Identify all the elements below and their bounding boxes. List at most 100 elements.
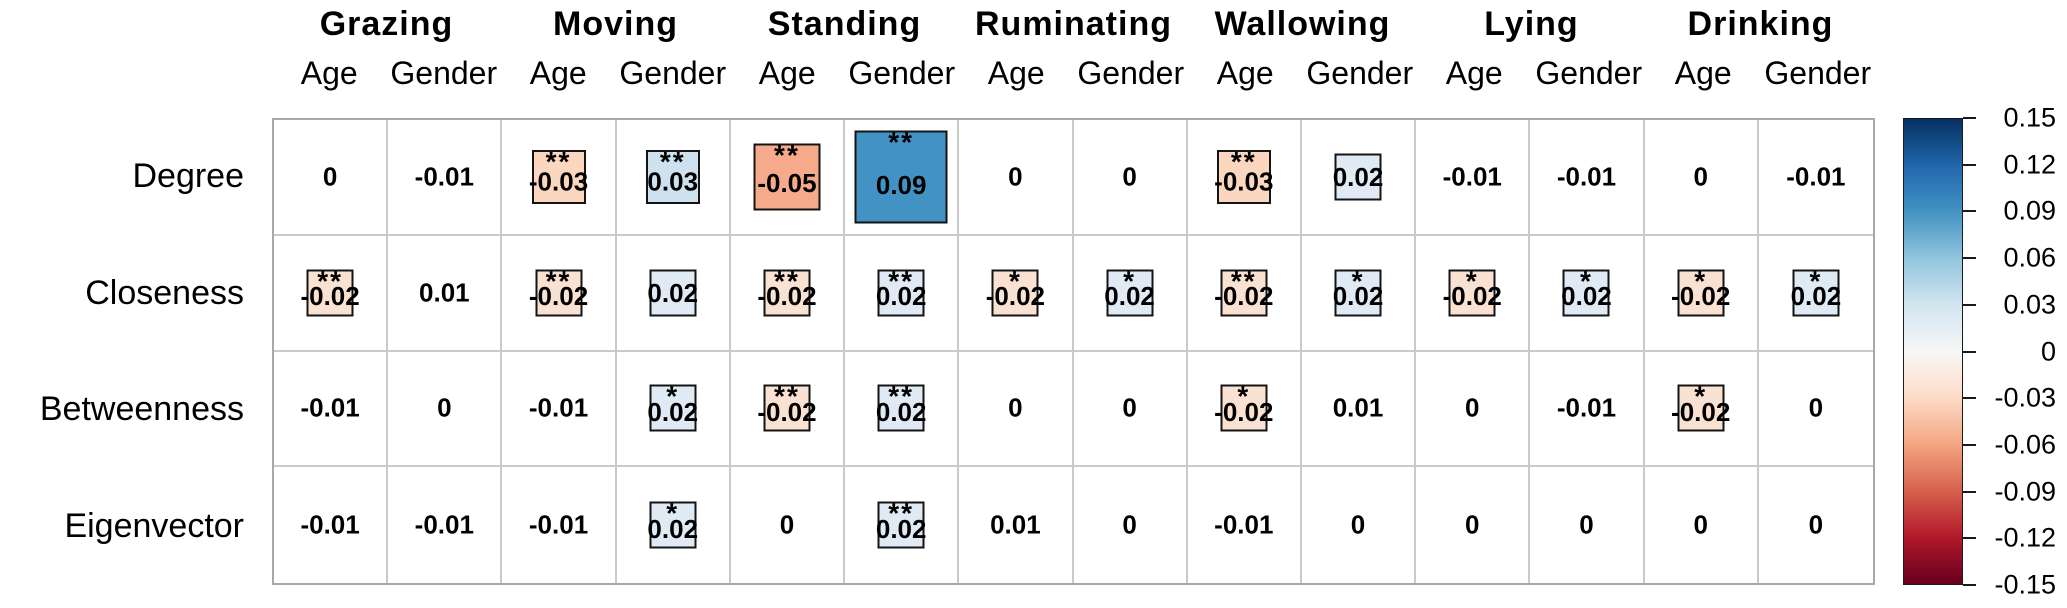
colorbar-tick [1963, 210, 1976, 212]
heatmap-cell-degree-6: 0 [959, 120, 1073, 236]
value-box: **-0.03 [1217, 150, 1271, 204]
heatmap-cell-eigenvector-1: -0.01 [388, 467, 502, 583]
column-group-headers: GrazingMovingStandingRuminatingWallowing… [272, 0, 1875, 48]
heatmap-cell-closeness-3: 0.02 [617, 236, 731, 352]
colorbar-tick [1963, 491, 1976, 493]
value-box: **-0.02 [307, 269, 354, 316]
cell-value: 0.02 [1561, 281, 1612, 312]
heatmap-cell-degree-1: -0.01 [388, 120, 502, 236]
cell-value: -0.01 [1214, 510, 1273, 541]
heatmap-cell-degree-8: **-0.03 [1188, 120, 1302, 236]
heatmap-cell-eigenvector-7: 0 [1074, 467, 1188, 583]
value-box: ** 0.09 [855, 130, 948, 223]
column-group-label-lying: Lying [1417, 0, 1646, 48]
heatmap-cell-closeness-7: *0.02 [1074, 236, 1188, 352]
cell-value: 0.02 [1104, 281, 1155, 312]
cell-value: 0 [1465, 393, 1479, 424]
heatmap-cell-eigenvector-13: 0 [1759, 467, 1873, 583]
cell-value: -0.01 [415, 161, 474, 192]
value-box: 0.02 [649, 269, 696, 316]
cell-value: 0 [1008, 393, 1022, 424]
column-sub-label-grazing-age: Age [272, 50, 387, 96]
cell-value: 0 [780, 510, 794, 541]
cell-value: 0.02 [1333, 281, 1384, 312]
value-box: **-0.05 [753, 143, 820, 210]
cell-value: 0 [437, 393, 451, 424]
cell-value: 0 [1465, 510, 1479, 541]
heatmap-cell-closeness-12: *-0.02 [1645, 236, 1759, 352]
cell-value: 0 [1008, 161, 1022, 192]
colorbar-tick-label: -0.12 [1978, 523, 2056, 554]
cell-value: -0.02 [1671, 281, 1730, 312]
row-label-eigenvector: Eigenvector [0, 468, 250, 585]
significance-stars: ** [888, 128, 914, 156]
cell-value: 0.01 [990, 510, 1041, 541]
value-box: *-0.02 [1220, 385, 1267, 432]
value-box: **0.02 [878, 269, 925, 316]
cell-value: -0.03 [529, 166, 588, 197]
heatmap-cell-betweenness-13: 0 [1759, 352, 1873, 468]
cell-value: 0.09 [876, 170, 927, 201]
cell-value: -0.01 [529, 510, 588, 541]
cell-value: -0.01 [1443, 161, 1502, 192]
column-group-label-ruminating: Ruminating [959, 0, 1188, 48]
colorbar-tick-label: -0.09 [1978, 477, 2056, 508]
heatmap-cell-betweenness-9: 0.01 [1302, 352, 1416, 468]
row-label-closeness: Closeness [0, 235, 250, 352]
value-box: *0.02 [1335, 269, 1382, 316]
cell-value: -0.01 [415, 510, 474, 541]
heatmap-cell-closeness-13: *0.02 [1759, 236, 1873, 352]
heatmap-cell-closeness-0: **-0.02 [274, 236, 388, 352]
heatmap-cell-closeness-8: **-0.02 [1188, 236, 1302, 352]
heatmap-cell-degree-4: **-0.05 [731, 120, 845, 236]
heatmap-cell-betweenness-6: 0 [959, 352, 1073, 468]
cell-value: -0.02 [1671, 397, 1730, 428]
value-box: *0.02 [649, 385, 696, 432]
column-sub-label-standing-age: Age [730, 50, 845, 96]
cell-value: -0.01 [529, 393, 588, 424]
cell-value: 0.02 [876, 397, 927, 428]
heatmap-cell-closeness-9: *0.02 [1302, 236, 1416, 352]
value-box: **-0.02 [763, 269, 810, 316]
colorbar-tick [1963, 444, 1976, 446]
cell-value: 0 [1579, 510, 1593, 541]
colorbar-tick-label: 0 [1978, 337, 2056, 368]
row-labels: DegreeClosenessBetweennessEigenvector [0, 118, 250, 585]
cell-value: 0 [1693, 510, 1707, 541]
heatmap-cell-eigenvector-3: *0.02 [617, 467, 731, 583]
cell-value: 0 [1809, 393, 1823, 424]
colorbar-tick [1963, 304, 1976, 306]
heatmap-cell-closeness-5: **0.02 [845, 236, 959, 352]
cell-value: 0.02 [647, 514, 698, 545]
colorbar-tick [1963, 164, 1976, 166]
value-box: *-0.02 [992, 269, 1039, 316]
heatmap-cell-eigenvector-11: 0 [1530, 467, 1644, 583]
value-box: *0.02 [1563, 269, 1610, 316]
cell-value: -0.02 [1443, 281, 1502, 312]
cell-value: -0.02 [1214, 397, 1273, 428]
column-sub-label-standing-gender: Gender [845, 50, 960, 96]
heatmap-cell-betweenness-2: -0.01 [502, 352, 616, 468]
colorbar-tick-label: 0.12 [1978, 150, 2056, 181]
heatmap-cell-degree-13: -0.01 [1759, 120, 1873, 236]
column-sub-label-ruminating-age: Age [959, 50, 1074, 96]
heatmap-cell-eigenvector-6: 0.01 [959, 467, 1073, 583]
cell-value: 0.02 [647, 397, 698, 428]
cell-value: 0 [1122, 161, 1136, 192]
cell-value: 0.01 [419, 277, 470, 308]
column-group-label-moving: Moving [501, 0, 730, 48]
heatmap-cell-betweenness-4: **-0.02 [731, 352, 845, 468]
column-sub-label-wallowing-age: Age [1188, 50, 1303, 96]
cell-value: 0.02 [1333, 162, 1384, 193]
column-sub-label-drinking-age: Age [1646, 50, 1761, 96]
cell-value: -0.01 [300, 393, 359, 424]
column-sub-label-drinking-gender: Gender [1761, 50, 1876, 96]
column-group-label-grazing: Grazing [272, 0, 501, 48]
heatmap-cell-eigenvector-10: 0 [1416, 467, 1530, 583]
column-sub-label-ruminating-gender: Gender [1074, 50, 1189, 96]
heatmap-cell-eigenvector-9: 0 [1302, 467, 1416, 583]
cell-value: -0.05 [757, 168, 816, 199]
value-box: **-0.02 [763, 385, 810, 432]
column-group-label-standing: Standing [730, 0, 959, 48]
cell-value: 0 [1122, 510, 1136, 541]
